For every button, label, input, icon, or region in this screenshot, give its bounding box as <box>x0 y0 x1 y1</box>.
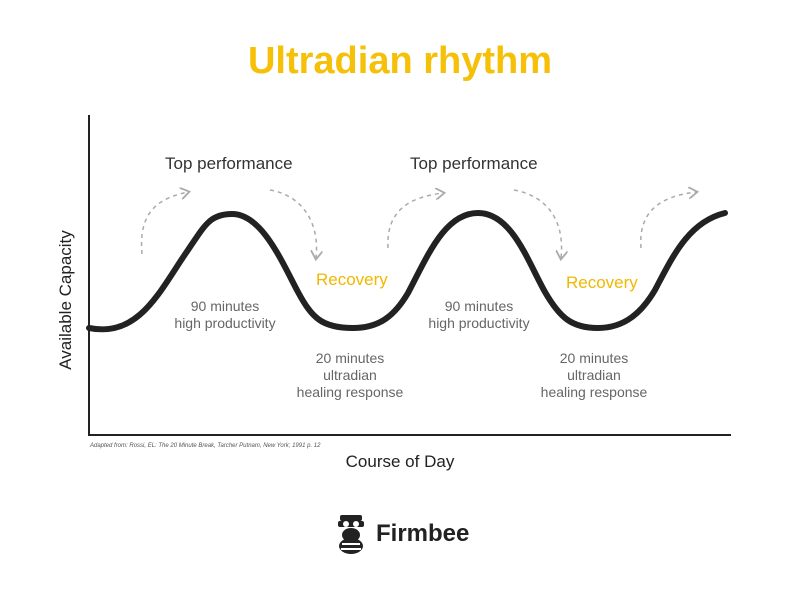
rhythm-curve <box>86 209 728 333</box>
page-title: Ultradian rhythm <box>247 40 553 82</box>
healing-type: ultradian <box>323 367 377 383</box>
healing-note: 20 minutes ultradian healing response <box>290 350 410 401</box>
healing-note: 20 minutes ultradian healing response <box>534 350 654 401</box>
x-axis-label: Course of Day <box>345 452 455 471</box>
healing-type: ultradian <box>567 367 621 383</box>
productivity-text: high productivity <box>428 315 530 331</box>
source-citation: Adapted from: Rossi, EL: The 20 Minute B… <box>90 443 321 449</box>
bee-mascot-icon <box>338 515 364 554</box>
top-performance-label: Top performance <box>165 154 293 173</box>
productivity-duration: 90 minutes <box>190 298 260 314</box>
productivity-text: high productivity <box>174 315 276 331</box>
dashed-arrow-down-1 <box>269 189 317 258</box>
healing-duration: 20 minutes <box>315 350 385 366</box>
healing-duration: 20 minutes <box>559 350 629 366</box>
top-performance-label: Top performance <box>410 154 538 173</box>
productivity-note: 90 minutes high productivity <box>165 298 285 332</box>
healing-text: healing response <box>296 384 404 400</box>
healing-text: healing response <box>540 384 648 400</box>
recovery-label: Recovery <box>316 270 388 289</box>
y-axis-label: Available Capacity <box>56 230 75 370</box>
dashed-arrow-up-1 <box>140 192 188 255</box>
productivity-duration: 90 minutes <box>444 298 514 314</box>
dashed-arrow-up-2 <box>387 193 443 249</box>
dashed-arrow-up-3 <box>640 192 696 249</box>
dashed-arrow-down-2 <box>513 189 562 258</box>
brand-logo: Firmbee <box>336 512 469 556</box>
recovery-label: Recovery <box>566 273 638 292</box>
productivity-note: 90 minutes high productivity <box>419 298 539 332</box>
brand-name: Firmbee <box>376 520 470 547</box>
